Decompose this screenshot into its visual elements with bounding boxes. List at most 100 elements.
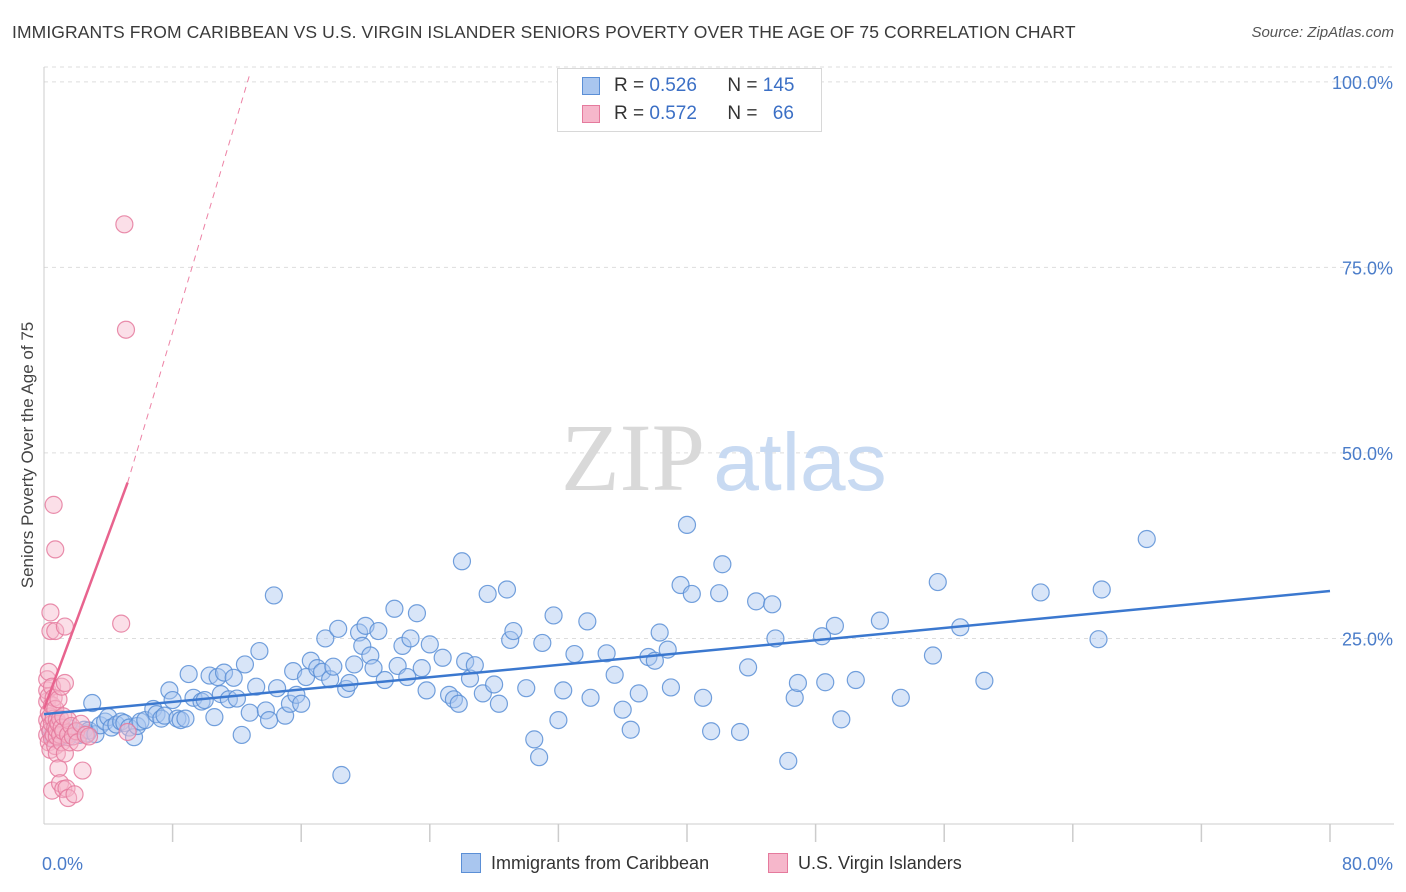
data-point [152,709,171,728]
y-tick-label: 75.0% [1342,258,1393,278]
data-point [504,621,523,641]
y-tick-label: 100.0% [1332,73,1393,93]
data-point [385,599,404,618]
data-point [597,644,616,663]
data-point [832,710,851,729]
data-point [1092,580,1111,599]
data-point [179,664,198,684]
chart-title: IMMIGRANTS FROM CARIBBEAN VS U.S. VIRGIN… [12,22,1076,42]
data-point [554,681,573,700]
data-point [738,658,758,677]
data-point [83,693,102,713]
data-point [46,621,65,641]
axes [43,67,1394,842]
data-point [73,761,92,780]
data-point [730,722,750,742]
bottom-legend-swatch-blue [461,853,481,873]
legend-n-value: 145 [762,75,795,96]
data-point [533,633,552,653]
data-point [41,603,60,622]
data-point [497,580,517,599]
data-point [891,688,910,707]
data-point [324,657,343,676]
data-point [525,730,544,749]
data-point [55,673,74,693]
data-point [240,703,259,722]
data-point [677,515,697,535]
data-point [55,744,74,763]
data-point [682,584,701,604]
legend-swatch-blue [582,77,600,95]
data-point [364,659,383,678]
data-point [41,621,60,641]
data-point [747,592,766,611]
legend-r-label: R = [614,103,645,124]
data-point [870,611,890,630]
bottom-legend-label: U.S. Virgin Islanders [798,852,962,873]
data-point [55,617,74,636]
data-point [449,694,468,713]
data-point [544,606,563,625]
trend-line-extension [127,74,251,483]
legend-r-value: 0.572 [649,103,697,124]
data-point [549,710,568,730]
data-point [650,623,669,642]
legend-n-label: N = [727,103,758,124]
legend-swatch-pink [582,105,600,123]
data-point [256,701,275,720]
data-point [581,688,600,707]
data-point [398,667,417,687]
data-point [235,655,255,674]
data-point [478,584,497,604]
data-point [485,675,504,694]
data-point [112,614,131,633]
data-point [1031,583,1050,602]
data-point [785,688,804,707]
data-point [975,671,994,690]
data-point [763,595,782,614]
data-point [267,679,287,698]
data-point [923,646,943,665]
data-point [456,652,475,671]
bottom-legend-caribbean: Immigrants from Caribbean [461,850,709,876]
data-point [846,670,865,690]
data-point [710,584,729,603]
grid-lines [44,66,1394,639]
watermark-atlas: atlas [713,417,886,508]
data-point [629,684,648,703]
data-point [517,679,536,698]
bottom-legend-virgin-islanders: U.S. Virgin Islanders [768,850,962,876]
trend-line [42,482,129,710]
data-point [452,552,472,571]
trend-line [43,589,1331,716]
x-tick-label: 80.0% [1342,854,1393,874]
data-point [79,727,99,746]
data-point [301,651,320,670]
bottom-legend-swatch-pink [768,853,788,873]
data-point [247,677,266,696]
legend-row-virgin-islanders: R = 0.572 N = 66 [582,101,794,127]
data-point [264,586,283,605]
y-tick-label: 25.0% [1342,629,1393,649]
data-point [702,722,721,741]
data-point [779,751,798,771]
data-point [407,604,427,623]
y-tick-label: 50.0% [1342,444,1393,464]
trend-lines [42,74,1331,716]
data-point [661,678,681,697]
data-point [276,706,295,725]
data-point [160,681,179,700]
data-point [259,710,279,730]
legend-row-caribbean: R = 0.526 N = 145 [582,73,794,99]
data-point [613,700,632,719]
data-point [345,655,364,674]
legend-n-label: N = [727,75,758,96]
data-point [232,725,251,745]
data-point [713,555,732,574]
data-point [1137,529,1156,549]
data-point [176,709,195,728]
bottom-legend-label: Immigrants from Caribbean [491,852,710,873]
watermark-zip: ZIP [561,404,705,511]
data-point [693,688,713,707]
